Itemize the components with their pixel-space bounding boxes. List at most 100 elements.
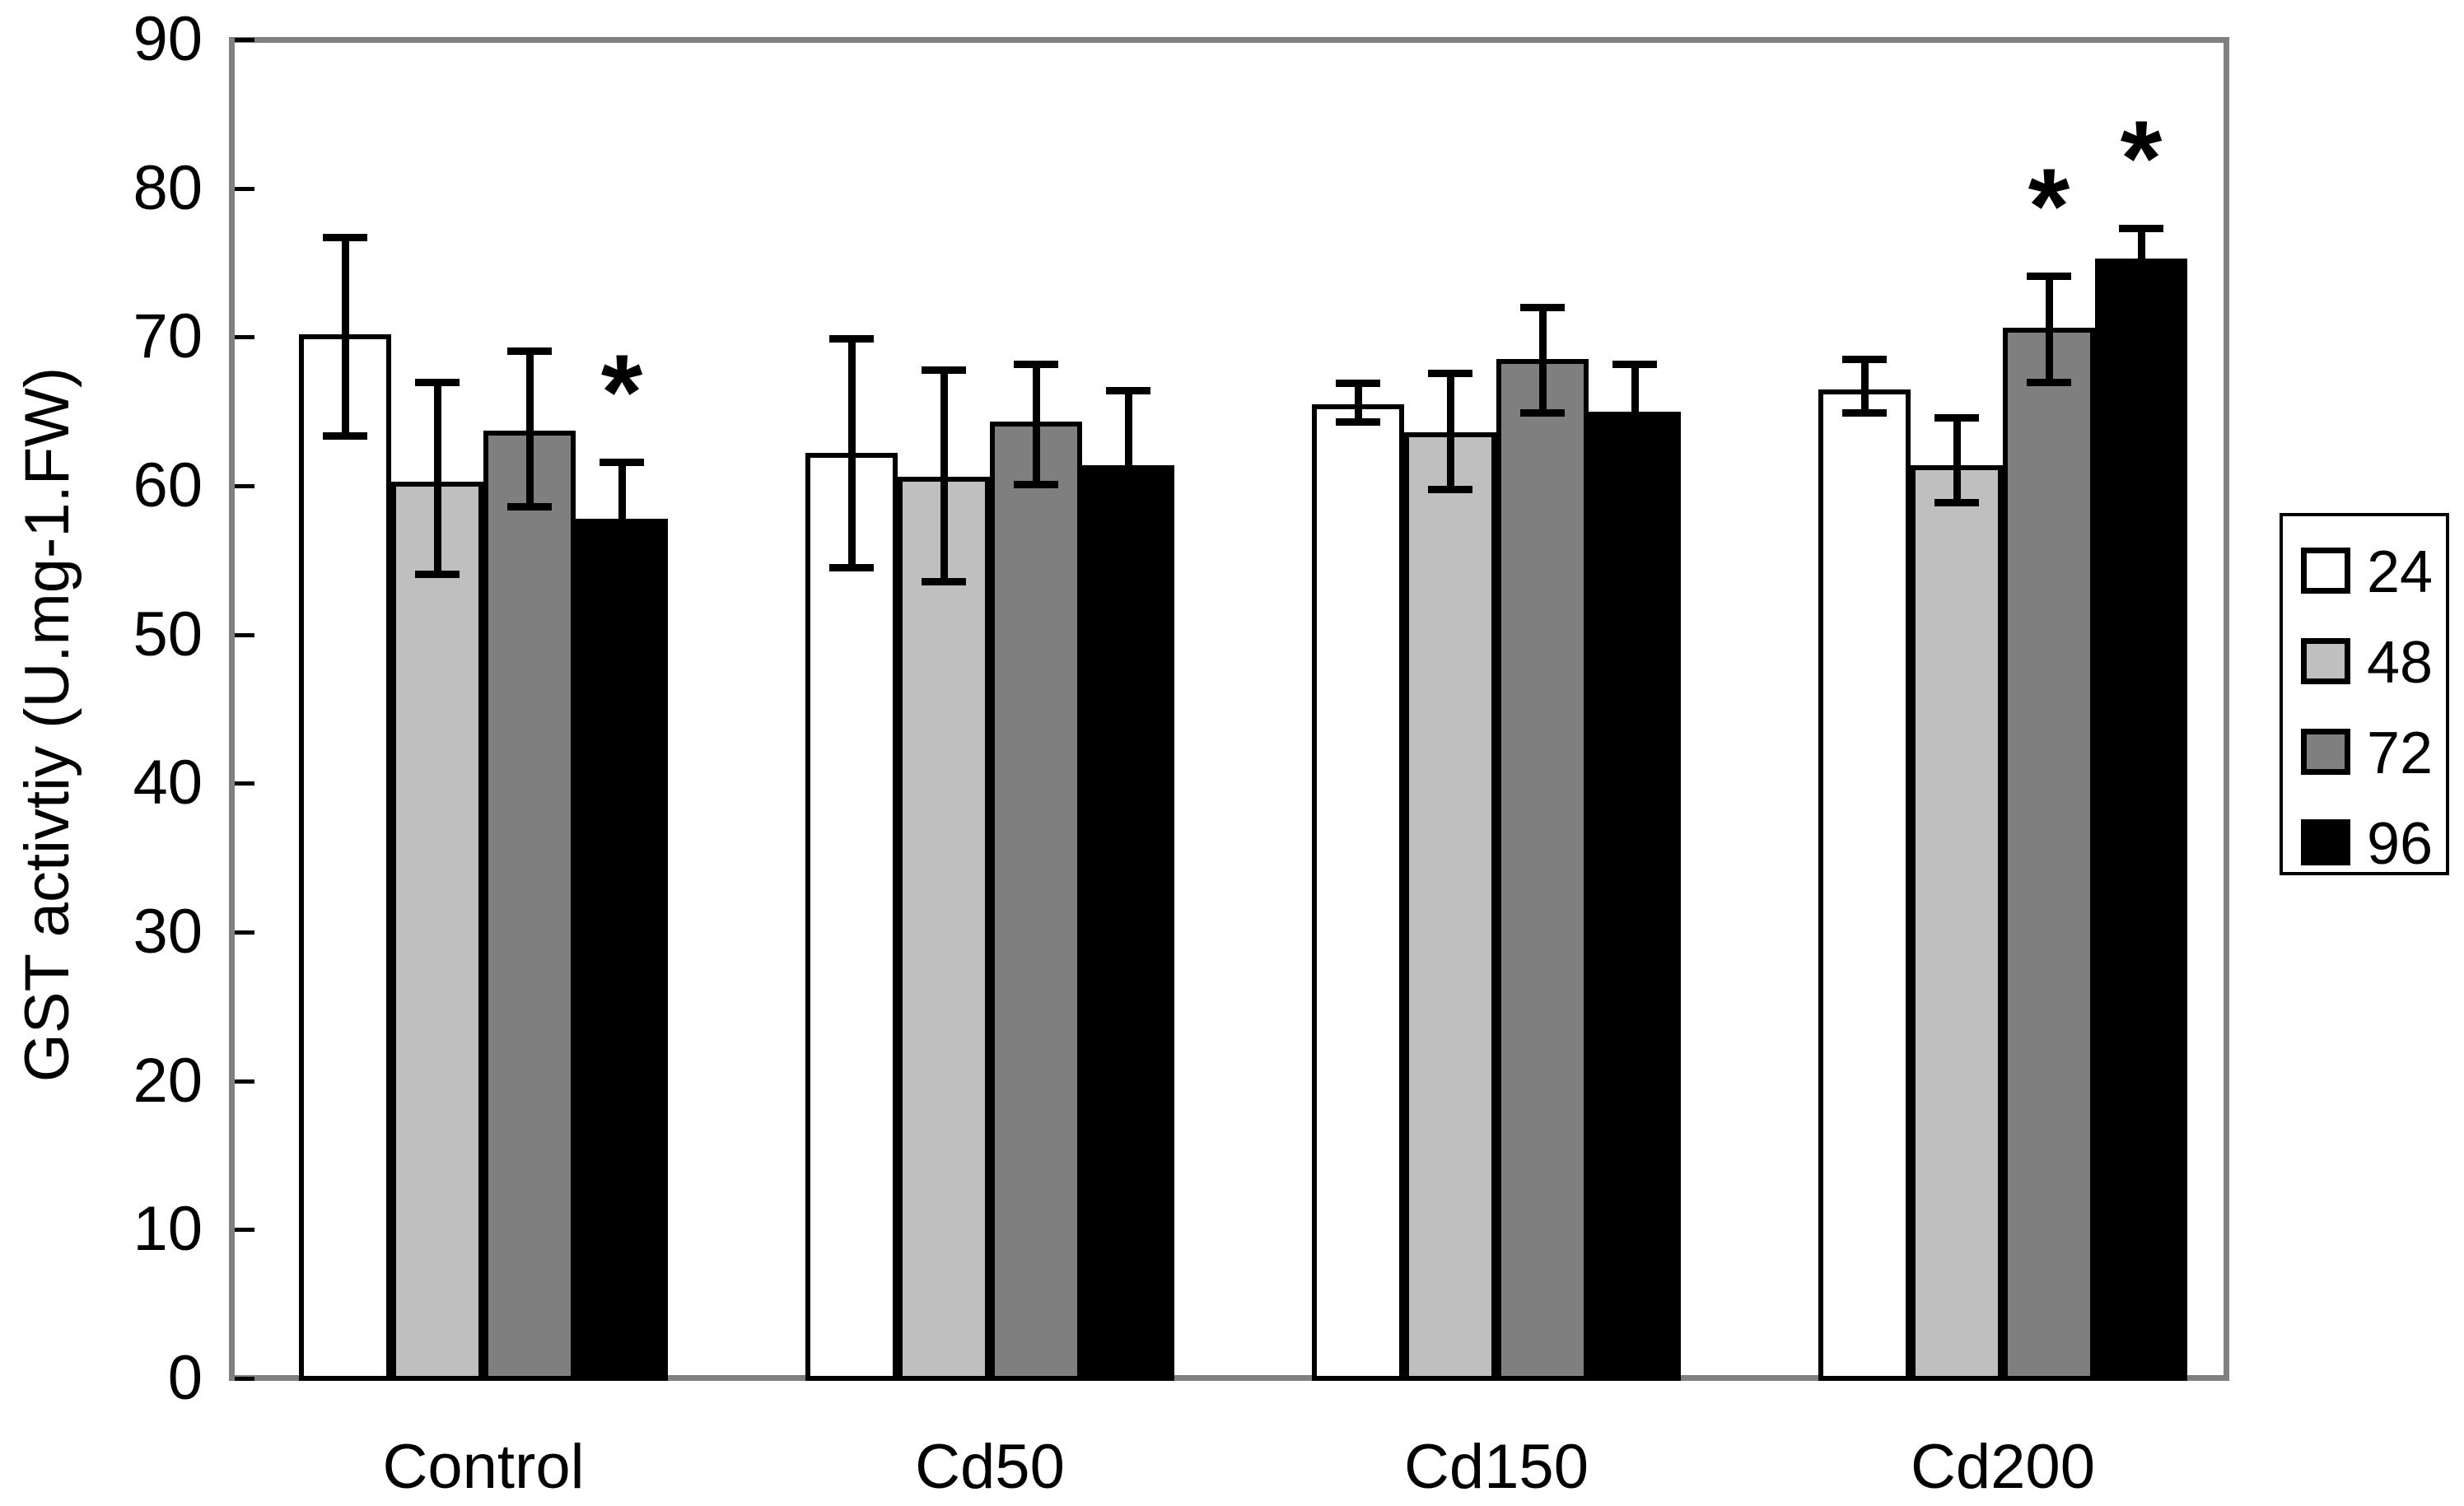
y-axis-tick (235, 781, 254, 786)
x-axis-label-cd200: Cd200 (1911, 1432, 2095, 1502)
error-bar-cap-top (2027, 273, 2071, 281)
error-bar (1033, 363, 1040, 485)
error-bar-cap-top (2119, 225, 2163, 233)
y-axis-tick-label: 20 (133, 1045, 203, 1116)
error-bar-cap-bottom (1014, 481, 1058, 489)
bar-control-72 (483, 431, 576, 1381)
error-bar (940, 370, 948, 581)
y-axis-tick (235, 930, 254, 935)
error-bar (1953, 417, 1961, 502)
legend-label-72: 72 (2367, 720, 2434, 786)
error-bar-cap-bottom (922, 577, 966, 585)
bar-cd50-72 (990, 422, 1082, 1381)
y-axis-tick (235, 1377, 254, 1381)
legend-item-24: 24 (2283, 539, 2446, 608)
error-bar (1861, 359, 1869, 413)
error-bar (2138, 228, 2145, 259)
error-bar-cap-top (507, 347, 552, 355)
y-axis-tick-label: 80 (133, 152, 203, 223)
error-bar-cap-top (1612, 360, 1657, 368)
y-axis-tick-label: 10 (133, 1194, 203, 1265)
bar-cd50-96 (1082, 464, 1174, 1381)
error-bar (848, 338, 856, 568)
error-bar (342, 237, 349, 436)
bar-control-96 (576, 518, 668, 1381)
error-bar-cap-bottom (1428, 485, 1472, 493)
bar-cd200-96 (2095, 258, 2187, 1381)
x-axis-label-cd50: Cd50 (915, 1432, 1065, 1502)
error-bar-cap-bottom (323, 431, 367, 440)
plot-area (229, 37, 2229, 1381)
x-axis-label-cd150: Cd150 (1404, 1432, 1589, 1502)
legend-item-96: 96 (2283, 811, 2446, 880)
bar-cd150-48 (1404, 431, 1496, 1381)
error-bar-cap-top (922, 366, 966, 375)
y-axis-tick-label: 90 (133, 4, 203, 74)
error-bar-cap-bottom (1934, 498, 1979, 506)
error-bar-cap-top (1336, 380, 1380, 388)
error-bar (618, 462, 626, 519)
bar-cd150-72 (1496, 359, 1589, 1381)
error-bar (2046, 276, 2053, 382)
error-bar-cap-bottom (829, 564, 874, 572)
error-bar-cap-bottom (1336, 418, 1380, 427)
significance-asterisk: * (2028, 146, 2070, 267)
bar-cd200-24 (1818, 389, 1911, 1381)
bar-control-48 (391, 481, 483, 1381)
significance-asterisk: * (600, 332, 643, 453)
legend-label-48: 48 (2367, 630, 2434, 696)
error-bar (1355, 383, 1362, 422)
error-bar (1125, 390, 1132, 465)
y-axis-tick (235, 632, 254, 637)
error-bar-cap-top (1014, 360, 1058, 368)
error-bar (1631, 363, 1639, 412)
y-axis-tick (235, 38, 254, 42)
error-bar-cap-top (829, 335, 874, 343)
error-bar-cap-bottom (2027, 378, 2071, 386)
y-axis-tick-label: 0 (167, 1343, 203, 1413)
legend-swatch-24 (2301, 548, 2350, 594)
y-axis-tick (235, 186, 254, 191)
error-bar (1539, 307, 1547, 413)
error-bar-cap-top (1106, 387, 1150, 395)
y-axis-tick (235, 1228, 254, 1233)
bar-cd50-48 (898, 477, 990, 1381)
legend-item-72: 72 (2283, 720, 2446, 790)
error-bar-cap-bottom (1842, 409, 1887, 417)
significance-asterisk: * (2120, 98, 2163, 219)
legend-label-96: 96 (2367, 811, 2434, 877)
x-axis-label-control: Control (382, 1432, 585, 1502)
legend-swatch-96 (2301, 819, 2350, 865)
error-bar-cap-top (1520, 304, 1565, 312)
y-axis-tick (235, 335, 254, 340)
error-bar (434, 381, 441, 574)
error-bar-cap-top (1428, 369, 1472, 377)
legend-swatch-48 (2301, 638, 2350, 684)
legend-swatch-72 (2301, 729, 2350, 775)
error-bar-cap-top (1842, 356, 1887, 364)
error-bar (1447, 372, 1454, 489)
y-axis-tick-label: 60 (133, 450, 203, 520)
y-axis-tick-label: 70 (133, 301, 203, 372)
y-axis-tick-label: 50 (133, 599, 203, 669)
legend-item-48: 48 (2283, 630, 2446, 699)
legend: 24 48 72 96 (2280, 513, 2449, 877)
error-bar-cap-top (323, 234, 367, 242)
bar-cd200-72 (2003, 328, 2095, 1381)
y-axis-tick-label: 30 (133, 897, 203, 967)
error-bar-cap-top (600, 459, 644, 467)
bar-cd150-24 (1312, 403, 1404, 1381)
bar-cd150-96 (1589, 411, 1681, 1381)
bar-cd50-24 (805, 453, 898, 1381)
y-axis-tick-label: 40 (133, 748, 203, 818)
bar-control-24 (299, 333, 391, 1381)
error-bar-cap-bottom (1520, 409, 1565, 417)
error-bar-cap-top (415, 378, 460, 386)
error-bar (526, 350, 534, 507)
error-bar-cap-top (1934, 413, 1979, 422)
legend-label-24: 24 (2367, 539, 2434, 605)
error-bar-cap-bottom (415, 570, 460, 578)
bar-cd200-48 (1911, 464, 2003, 1381)
